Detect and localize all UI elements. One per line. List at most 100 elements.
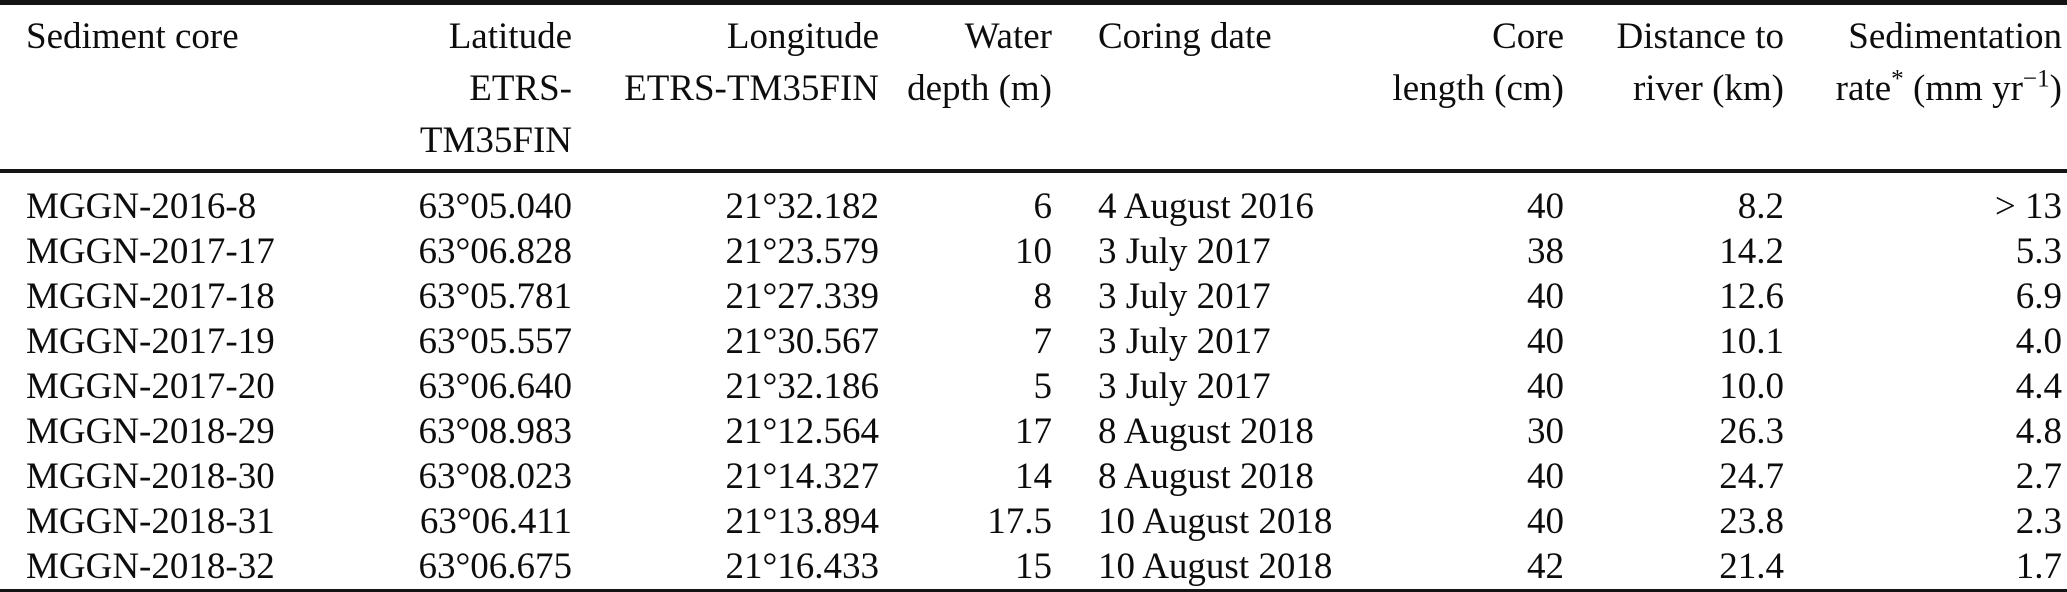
cell-distance-to-river: 21.4 — [1719, 546, 1784, 587]
cell-sedimentation-rate: 4.0 — [2015, 321, 2062, 362]
cell-coring-date: 3 July 2017 — [1098, 366, 1271, 407]
header-line: Core — [1492, 16, 1564, 57]
header-line: Distance to — [1616, 16, 1784, 57]
table-row: MGGN-2017-19 63°05.557 21°30.567 7 3 Jul… — [0, 319, 2067, 364]
cell-water-depth: 7 — [1033, 321, 1053, 362]
cell-coring-date: 8 August 2018 — [1098, 456, 1314, 497]
cell-core-length: 40 — [1527, 186, 1564, 227]
cell-sediment-core: MGGN-2017-20 — [26, 366, 275, 407]
cell-distance-to-river: 10.1 — [1719, 321, 1784, 362]
cell-sedimentation-rate: 6.9 — [2015, 276, 2062, 317]
table-row: MGGN-2016-8 63°05.040 21°32.182 6 4 Augu… — [0, 171, 2067, 229]
header-line: ETRS-TM35FIN — [419, 68, 572, 161]
col-header-water-depth: Water depth (m) — [884, 2, 1057, 173]
cell-water-depth: 8 — [1033, 276, 1053, 317]
rate-label: rate — [1835, 68, 1892, 109]
cell-longitude: 21°27.339 — [725, 276, 879, 317]
cell-longitude: 21°14.327 — [725, 456, 879, 497]
table-body: MGGN-2016-8 63°05.040 21°32.182 6 4 Augu… — [0, 171, 2067, 591]
cell-sedimentation-rate: 1.7 — [2015, 546, 2062, 587]
cell-sediment-core: MGGN-2018-32 — [26, 546, 275, 587]
table-header-row: Sediment core Latitude ETRS-TM35FIN Long… — [0, 2, 2067, 173]
col-header-coring-date: Coring date — [1057, 2, 1360, 173]
cell-distance-to-river: 24.7 — [1719, 456, 1784, 497]
table-row: MGGN-2018-32 63°06.675 21°16.433 15 10 A… — [0, 544, 2067, 591]
cell-latitude: 63°06.828 — [418, 231, 572, 272]
header-line: Longitude — [726, 16, 879, 57]
cell-sedimentation-rate: 5.3 — [2015, 231, 2062, 272]
header-line: Sedimentation — [1848, 16, 2062, 57]
header-line: rate* (mm yr−1) — [1789, 63, 2062, 115]
cell-latitude: 63°05.040 — [418, 186, 572, 227]
rate-unit-close: ) — [2049, 68, 2062, 109]
cell-water-depth: 17.5 — [987, 501, 1052, 542]
cell-water-depth: 14 — [1015, 456, 1052, 497]
cell-core-length: 40 — [1527, 276, 1564, 317]
cell-sedimentation-rate: 4.4 — [2015, 366, 2062, 407]
cell-water-depth: 15 — [1015, 546, 1052, 587]
cell-longitude: 21°12.564 — [725, 411, 879, 452]
cell-core-length: 40 — [1527, 501, 1564, 542]
cell-sediment-core: MGGN-2017-19 — [26, 321, 275, 362]
cell-distance-to-river: 8.2 — [1737, 186, 1784, 227]
cell-coring-date: 3 July 2017 — [1098, 321, 1271, 362]
cell-core-length: 40 — [1527, 456, 1564, 497]
cell-longitude: 21°32.182 — [725, 186, 879, 227]
cell-sediment-core: MGGN-2017-18 — [26, 276, 275, 317]
cell-water-depth: 10 — [1015, 231, 1052, 272]
cell-core-length: 42 — [1527, 546, 1564, 587]
cell-latitude: 63°05.557 — [418, 321, 572, 362]
table-row: MGGN-2018-31 63°06.411 21°13.894 17.5 10… — [0, 499, 2067, 544]
col-header-sedimentation-rate: Sedimentation rate* (mm yr−1) — [1789, 2, 2067, 173]
rate-unit: (mm yr — [1903, 68, 2023, 109]
table-header: Sediment core Latitude ETRS-TM35FIN Long… — [0, 2, 2067, 173]
cell-latitude: 63°08.023 — [418, 456, 572, 497]
cell-longitude: 21°32.186 — [725, 366, 879, 407]
header-line: Latitude — [448, 16, 572, 57]
cell-latitude: 63°06.675 — [418, 546, 572, 587]
cell-water-depth: 5 — [1033, 366, 1053, 407]
cell-latitude: 63°05.781 — [418, 276, 572, 317]
cell-coring-date: 3 July 2017 — [1098, 231, 1271, 272]
col-header-distance-to-river: Distance to river (km) — [1569, 2, 1789, 173]
col-header-sediment-core: Sediment core — [0, 2, 320, 173]
col-header-latitude: Latitude ETRS-TM35FIN — [320, 2, 577, 173]
table-row: MGGN-2017-17 63°06.828 21°23.579 10 3 Ju… — [0, 229, 2067, 274]
cell-latitude: 63°06.640 — [418, 366, 572, 407]
cell-longitude: 21°13.894 — [725, 501, 879, 542]
cell-distance-to-river: 12.6 — [1719, 276, 1784, 317]
cell-core-length: 40 — [1527, 366, 1564, 407]
table-row: MGGN-2018-30 63°08.023 21°14.327 14 8 Au… — [0, 454, 2067, 499]
cell-latitude: 63°08.983 — [418, 411, 572, 452]
cell-water-depth: 17 — [1015, 411, 1052, 452]
cell-core-length: 30 — [1527, 411, 1564, 452]
cell-longitude: 21°16.433 — [725, 546, 879, 587]
cell-coring-date: 10 August 2018 — [1098, 546, 1333, 587]
cell-latitude: 63°06.411 — [419, 501, 572, 542]
header-line: length (cm) — [1392, 68, 1564, 109]
cell-sedimentation-rate: 4.8 — [2015, 411, 2062, 452]
header-line: ETRS-TM35FIN — [624, 68, 879, 109]
cell-distance-to-river: 23.8 — [1719, 501, 1784, 542]
cell-distance-to-river: 10.0 — [1719, 366, 1784, 407]
cell-sediment-core: MGGN-2018-31 — [26, 501, 275, 542]
col-header-longitude: Longitude ETRS-TM35FIN — [577, 2, 884, 173]
exponent-superscript: −1 — [2022, 65, 2050, 93]
header-line: river (km) — [1632, 68, 1784, 109]
asterisk-superscript: * — [1891, 65, 1904, 93]
cell-water-depth: 6 — [1033, 186, 1053, 227]
header-line: Water — [964, 16, 1052, 57]
cell-coring-date: 3 July 2017 — [1098, 276, 1271, 317]
cell-sediment-core: MGGN-2017-17 — [26, 231, 275, 272]
cell-distance-to-river: 14.2 — [1719, 231, 1784, 272]
cell-core-length: 38 — [1527, 231, 1564, 272]
cell-longitude: 21°30.567 — [725, 321, 879, 362]
cell-sediment-core: MGGN-2016-8 — [26, 186, 257, 227]
cell-core-length: 40 — [1527, 321, 1564, 362]
table-row: MGGN-2018-29 63°08.983 21°12.564 17 8 Au… — [0, 409, 2067, 454]
cell-sediment-core: MGGN-2018-29 — [26, 411, 275, 452]
cell-sedimentation-rate: > 13 — [1994, 186, 2062, 227]
cell-sediment-core: MGGN-2018-30 — [26, 456, 275, 497]
col-header-core-length: Core length (cm) — [1360, 2, 1569, 173]
